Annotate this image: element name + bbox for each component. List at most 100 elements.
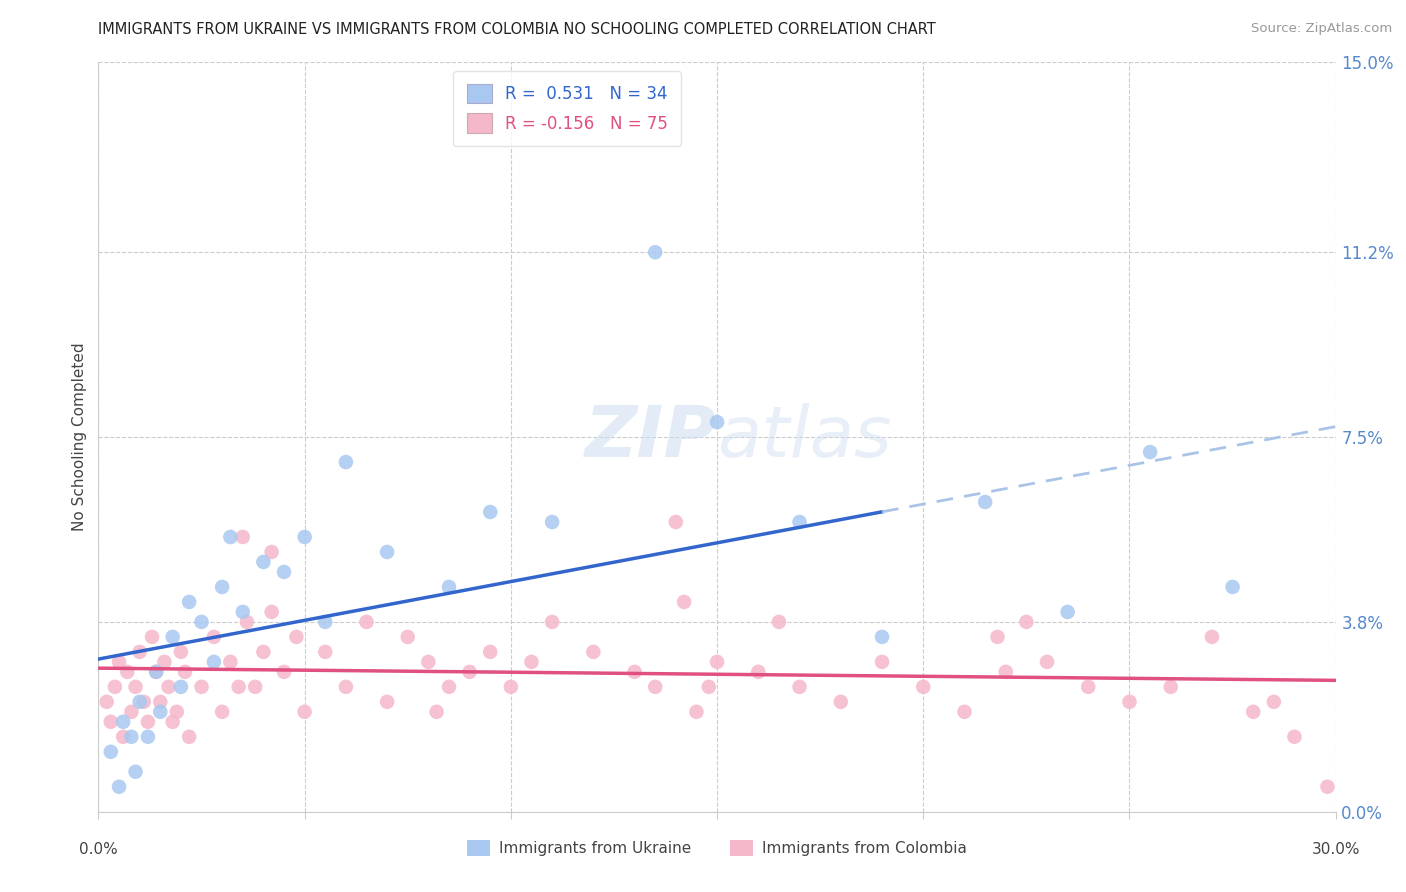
Point (673, 595, 696, 609)
Point (986, 630, 1008, 644)
Point (314, 615, 336, 629)
Point (1139, 445, 1161, 459)
Point (170, 645, 193, 659)
Point (437, 580, 460, 594)
Point (136, 714, 159, 729)
Point (520, 655, 543, 669)
Point (145, 665, 167, 679)
Point (768, 615, 790, 629)
Point (232, 530, 254, 544)
Point (541, 515, 564, 529)
Point (112, 714, 135, 729)
Point (623, 665, 645, 679)
Text: ZIP: ZIP (585, 402, 717, 472)
Point (285, 630, 308, 644)
Point (149, 695, 172, 709)
Point (162, 714, 184, 729)
Point (124, 680, 146, 694)
Point (335, 680, 357, 694)
Point (252, 555, 274, 569)
Point (499, 680, 522, 694)
Point (128, 695, 150, 709)
Point (706, 415, 728, 429)
Point (1222, 580, 1244, 594)
Point (190, 615, 212, 629)
Point (697, 680, 720, 694)
Point (211, 580, 233, 594)
Point (1077, 680, 1099, 694)
Point (314, 645, 336, 659)
Point (789, 515, 811, 529)
Text: Source: ZipAtlas.com: Source: ZipAtlas.com (1251, 22, 1392, 36)
Point (153, 655, 176, 669)
Point (273, 665, 295, 679)
Point (356, 615, 378, 629)
Point (644, 245, 666, 260)
Point (870, 655, 893, 669)
Text: 30.0%: 30.0% (1312, 842, 1360, 856)
Point (479, 505, 502, 519)
Point (120, 705, 142, 719)
Point (96, 695, 118, 709)
Point (149, 705, 172, 719)
Point (912, 680, 935, 694)
Point (1118, 695, 1140, 709)
Point (685, 705, 707, 719)
Point (136, 730, 159, 744)
Point (396, 630, 419, 644)
Point (108, 655, 131, 669)
Point (1316, 780, 1339, 794)
Point (426, 705, 449, 719)
Point (437, 680, 460, 694)
Point (1263, 695, 1285, 709)
Point (232, 605, 254, 619)
Point (166, 705, 188, 719)
Point (219, 530, 242, 544)
Point (1201, 630, 1223, 644)
Point (665, 515, 688, 529)
Point (190, 680, 212, 694)
Point (273, 565, 295, 579)
Point (1241, 705, 1264, 719)
Point (252, 645, 274, 659)
Point (541, 615, 564, 629)
Point (228, 680, 250, 694)
Legend: R =  0.531   N = 34, R = -0.156   N = 75: R = 0.531 N = 34, R = -0.156 N = 75 (453, 70, 681, 146)
Text: 0.0%: 0.0% (79, 842, 118, 856)
Point (162, 630, 184, 644)
Point (128, 645, 150, 659)
Point (747, 665, 769, 679)
Point (236, 615, 259, 629)
Point (418, 655, 440, 669)
Point (179, 730, 201, 744)
Point (112, 730, 135, 744)
Point (174, 665, 197, 679)
Text: atlas: atlas (717, 402, 891, 472)
Point (108, 780, 131, 794)
Point (157, 680, 180, 694)
Legend: Immigrants from Ukraine, Immigrants from Colombia: Immigrants from Ukraine, Immigrants from… (461, 834, 973, 862)
Point (1160, 680, 1182, 694)
Text: IMMIGRANTS FROM UKRAINE VS IMMIGRANTS FROM COLOMBIA NO SCHOOLING COMPLETED CORRE: IMMIGRANTS FROM UKRAINE VS IMMIGRANTS FR… (98, 22, 936, 37)
Point (179, 595, 201, 609)
Point (243, 680, 266, 694)
Point (132, 695, 155, 709)
Point (1036, 655, 1059, 669)
Point (117, 665, 139, 679)
Point (219, 655, 242, 669)
Point (141, 630, 163, 644)
Point (644, 680, 666, 694)
Point (260, 545, 283, 559)
Point (458, 665, 481, 679)
Point (211, 705, 233, 719)
Point (994, 665, 1017, 679)
Point (870, 630, 893, 644)
Point (294, 530, 316, 544)
Point (375, 545, 398, 559)
Point (145, 665, 167, 679)
Point (294, 705, 316, 719)
Point (1056, 605, 1078, 619)
Point (830, 695, 852, 709)
Point (789, 680, 811, 694)
Point (1284, 730, 1306, 744)
